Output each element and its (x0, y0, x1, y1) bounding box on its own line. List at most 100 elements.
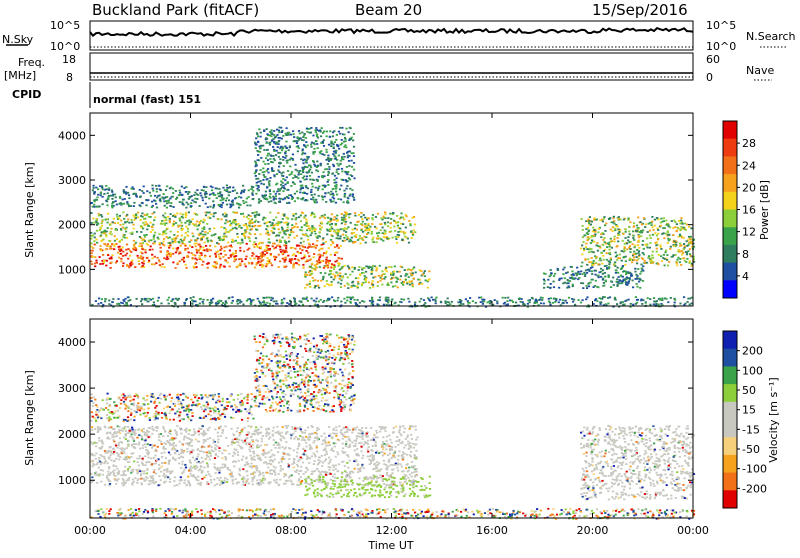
heatmap-cell (273, 141, 275, 143)
heatmap-cell (208, 198, 210, 200)
heatmap-cell (634, 271, 636, 273)
heatmap-cell (258, 173, 260, 175)
heatmap-cell (109, 224, 111, 226)
heatmap-cell (627, 236, 629, 238)
heatmap-cell (258, 256, 260, 258)
heatmap-cell (651, 254, 653, 256)
heatmap-cell (387, 302, 389, 304)
heatmap-cell (110, 459, 112, 461)
heatmap-cell (326, 168, 328, 170)
heatmap-cell (183, 257, 185, 259)
heatmap-cell (224, 266, 226, 268)
heatmap-cell (388, 435, 390, 437)
heatmap-cell (680, 228, 682, 230)
heatmap-cell (293, 438, 295, 440)
heatmap-cell (667, 265, 669, 267)
heatmap-cell (395, 281, 397, 283)
heatmap-cell (686, 254, 688, 256)
heatmap-cell (116, 303, 118, 305)
heatmap-cell (176, 434, 178, 436)
heatmap-cell (283, 215, 285, 217)
heatmap-cell (309, 283, 311, 285)
heatmap-cell (97, 430, 99, 432)
heatmap-cell (371, 269, 373, 271)
heatmap-cell (645, 244, 647, 246)
heatmap-cell (166, 258, 168, 260)
heatmap-cell (133, 240, 135, 242)
heatmap-cell (204, 220, 206, 222)
heatmap-cell (321, 248, 323, 250)
heatmap-cell (603, 285, 605, 287)
heatmap-cell (141, 248, 143, 250)
heatmap-cell (260, 260, 262, 262)
heatmap-cell (107, 471, 109, 473)
heatmap-cell (621, 260, 623, 262)
heatmap-cell (289, 159, 291, 161)
heatmap-cell (303, 246, 305, 248)
heatmap-cell (95, 260, 97, 262)
heatmap-cell (192, 218, 194, 220)
heatmap-cell (375, 452, 377, 454)
heatmap-cell (140, 478, 142, 480)
heatmap-cell (600, 303, 602, 305)
heatmap-cell (231, 428, 233, 430)
heatmap-cell (392, 274, 394, 276)
heatmap-cell (637, 268, 639, 270)
heatmap-cell (683, 304, 685, 306)
heatmap-cell (394, 285, 396, 287)
heatmap-cell (268, 241, 270, 243)
heatmap-cell (595, 270, 597, 272)
heatmap-cell (680, 244, 682, 246)
heatmap-cell (562, 302, 564, 304)
heatmap-cell (336, 144, 338, 146)
heatmap-cell (617, 228, 619, 230)
heatmap-cell (395, 277, 397, 279)
heatmap-cell (166, 185, 168, 187)
heatmap-cell (318, 287, 320, 289)
heatmap-cell (341, 179, 343, 181)
heatmap-cell (324, 265, 326, 267)
heatmap-cell (608, 276, 610, 278)
heatmap-cell (332, 465, 334, 467)
heatmap-cell (127, 248, 129, 250)
heatmap-cell (145, 252, 147, 254)
heatmap-cell (273, 232, 275, 234)
heatmap-cell (547, 279, 549, 281)
heatmap-cell (196, 239, 198, 241)
heatmap-cell (610, 286, 612, 288)
heatmap-cell (113, 245, 115, 247)
heatmap-cell (663, 217, 665, 219)
heatmap-cell (628, 241, 630, 243)
heatmap-cell (206, 238, 208, 240)
heatmap-cell (199, 303, 201, 305)
heatmap-cell (91, 202, 93, 204)
heatmap-cell (294, 258, 296, 260)
heatmap-cell (429, 300, 431, 302)
heatmap-cell (95, 445, 97, 447)
heatmap-cell (629, 258, 631, 260)
heatmap-cell (108, 466, 110, 468)
heatmap-cell (371, 223, 373, 225)
heatmap-cell (163, 452, 165, 454)
heatmap-cell (603, 216, 605, 218)
colorbar-tick-label: 24 (742, 159, 756, 172)
heatmap-cell (261, 195, 263, 197)
heatmap-cell (150, 239, 152, 241)
heatmap-cell (361, 300, 363, 302)
heatmap-cell (688, 262, 690, 264)
heatmap-cell (384, 213, 386, 215)
heatmap-cell (159, 242, 161, 244)
heatmap-cell (174, 216, 176, 218)
heatmap-cell (681, 254, 683, 256)
heatmap-cell (381, 278, 383, 280)
heatmap-cell (636, 283, 638, 285)
heatmap-cell (275, 481, 277, 483)
heatmap-cell (159, 264, 161, 266)
heatmap-cell (406, 215, 408, 217)
heatmap-cell (164, 220, 166, 222)
heatmap-cell (335, 158, 337, 160)
heatmap-cell (617, 272, 619, 274)
heatmap-cell (202, 261, 204, 263)
heatmap-cell (304, 133, 306, 135)
heatmap-cell (503, 303, 505, 305)
